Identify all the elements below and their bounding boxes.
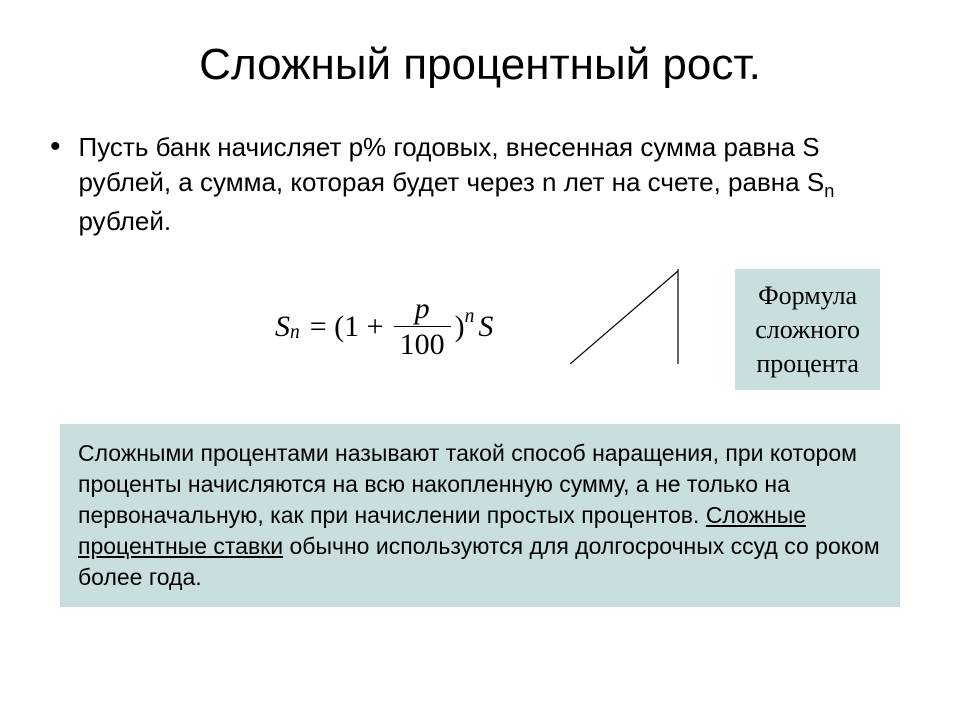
definition-box: Сложными процентами называют такой спосо… — [60, 424, 900, 607]
formula-row: Sn = (1 + p 100 )n S Формула сложного пр… — [50, 269, 910, 399]
compound-interest-formula: Sn = (1 + p 100 )n S — [275, 294, 493, 360]
formula-label-box: Формула сложного процента — [735, 269, 880, 390]
bullet-dot-icon: • — [50, 130, 61, 163]
slide-title: Сложный процентный рост. — [50, 40, 910, 90]
bullet-paragraph: • Пусть банк начисляет p% годовых, внесе… — [50, 130, 910, 239]
connector-line-icon — [570, 269, 680, 364]
bullet-text: Пусть банк начисляет p% годовых, внесенн… — [79, 130, 910, 239]
